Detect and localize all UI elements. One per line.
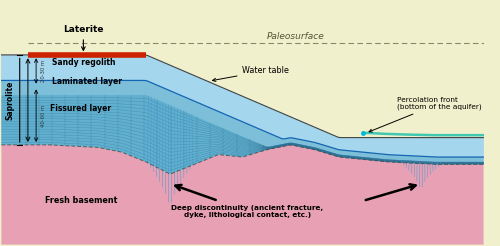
Text: Water table: Water table <box>212 66 290 81</box>
Polygon shape <box>2 55 484 157</box>
Text: Laterite: Laterite <box>63 25 104 50</box>
Text: Laminated layer: Laminated layer <box>52 77 122 86</box>
Text: 20-30 m: 20-30 m <box>41 60 46 82</box>
Polygon shape <box>2 55 484 174</box>
Text: Percolation front
(bottom of the aquifer): Percolation front (bottom of the aquifer… <box>369 97 482 132</box>
Text: Sandy regolith: Sandy regolith <box>52 58 116 67</box>
Polygon shape <box>2 145 484 245</box>
Polygon shape <box>2 80 484 162</box>
Polygon shape <box>2 95 484 174</box>
Text: Fresh basement: Fresh basement <box>45 196 117 205</box>
Text: Paleosurface: Paleosurface <box>266 32 324 41</box>
Text: Fissured layer: Fissured layer <box>50 104 110 113</box>
Text: 40-60 m: 40-60 m <box>41 105 46 127</box>
Text: Saprolite: Saprolite <box>6 80 15 120</box>
Text: Deep discontinuity (ancient fracture,
dyke, lithological contact, etc.): Deep discontinuity (ancient fracture, dy… <box>172 205 324 218</box>
